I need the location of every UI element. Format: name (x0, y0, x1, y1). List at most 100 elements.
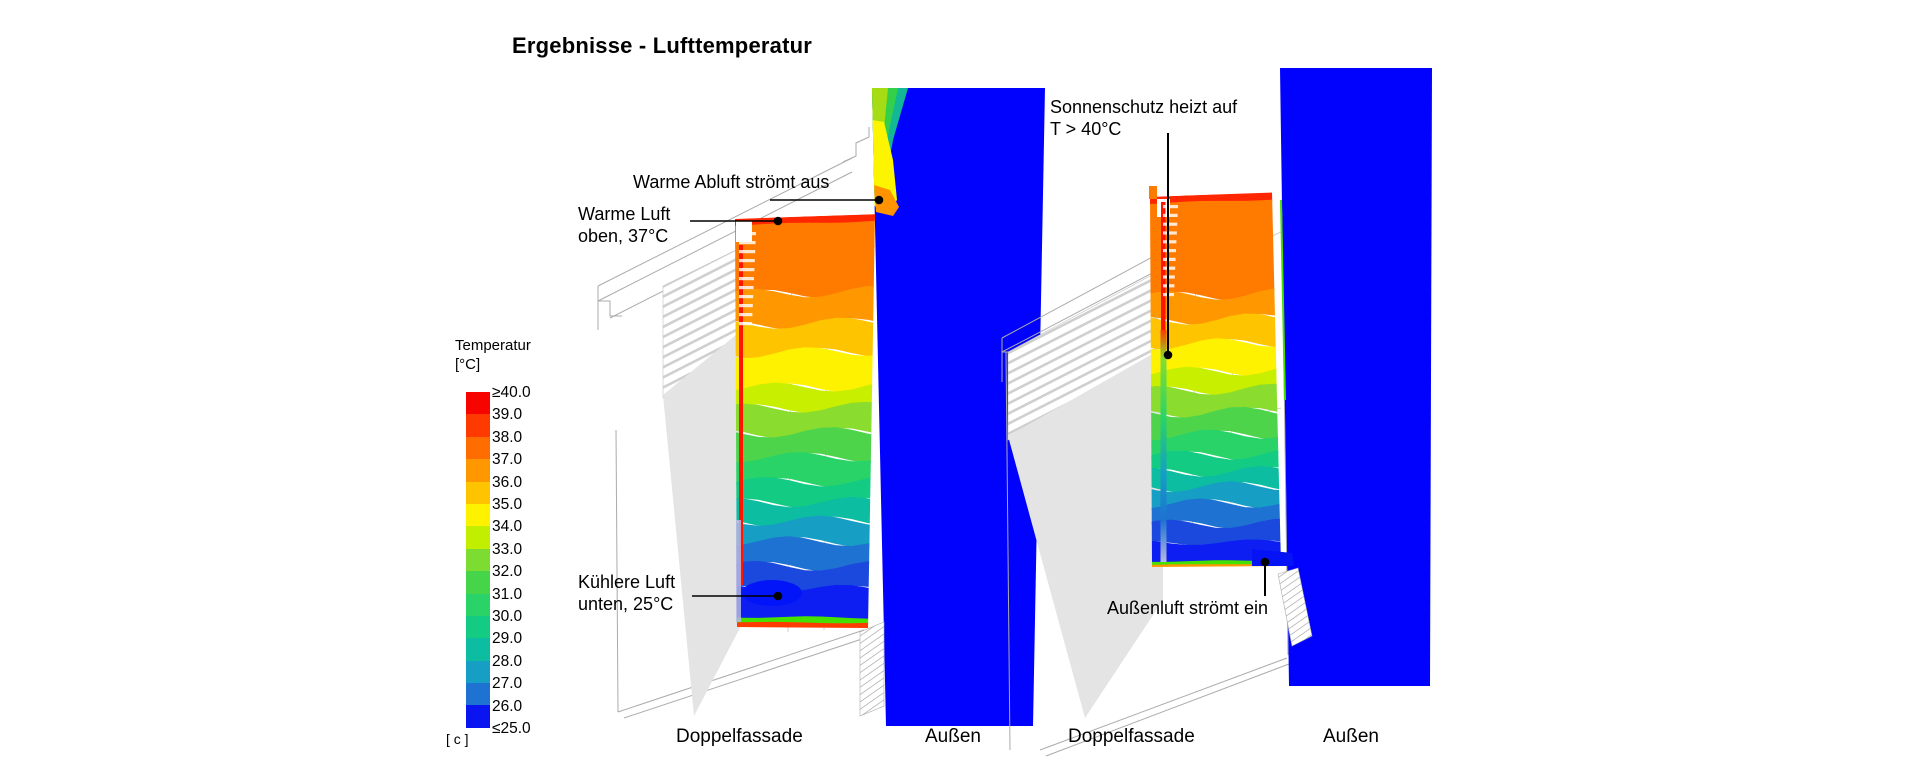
annotation-kuehlere-luft-line1: Kühlere Luft (578, 572, 676, 592)
annotation-sonnenschutz-line1: Sonnenschutz heizt auf (1050, 97, 1238, 117)
right-sunshade-gradient (1160, 330, 1167, 562)
annotation-sonnenschutz-line2: T > 40°C (1050, 119, 1122, 139)
teethL-tip-6 (739, 286, 754, 290)
teethL-tip-1 (739, 241, 756, 245)
right-band-1 (1150, 198, 1281, 301)
left-band-10 (735, 496, 875, 527)
legend-tick-0: ≥40.0 (492, 384, 531, 401)
dot-kuehlere-luft (773, 591, 783, 601)
right-temperature-field (1150, 192, 1281, 567)
annotation-kuehlere-luft: Kühlere Luft unten, 25°C (578, 571, 675, 615)
dot-warme-luft (773, 216, 783, 226)
right-glass-pane (1008, 348, 1163, 718)
annotation-warme-luft-line2: oben, 37°C (578, 226, 669, 246)
left-pane-edge (736, 520, 741, 622)
legend-segment-5 (466, 503, 490, 527)
right-band-6 (1150, 383, 1281, 419)
annotation-warme-abluft: Warme Abluft strömt aus (633, 172, 830, 192)
teethR-tip-6 (1163, 257, 1176, 261)
left-band-12 (735, 536, 875, 572)
legend-segment-13 (466, 683, 490, 706)
teethR-tip-3 (1163, 231, 1177, 235)
annotation-sonnenschutz: Sonnenschutz heizt auf T > 40°C (1050, 96, 1237, 140)
left-temperature-field (735, 214, 875, 628)
legend-segment-0 (466, 392, 490, 415)
teethR-tip-2 (1163, 222, 1178, 226)
legend-segment-1 (466, 414, 490, 437)
right-band-9 (1150, 448, 1281, 478)
legend-segment-7 (466, 548, 490, 572)
legend-tick-14: 26.0 (492, 697, 523, 715)
left-label-doppelfassade: Doppelfassade (676, 726, 803, 747)
legend-tick-13: 27.0 (492, 675, 523, 693)
left-slat-tips (739, 232, 756, 326)
dot-sonnenschutz (1163, 350, 1173, 360)
teethL-tip-0 (739, 232, 756, 236)
teethR-tip-4 (1163, 240, 1177, 244)
left-band-0 (735, 214, 875, 228)
legend-tick-11: 29.0 (492, 630, 523, 648)
right-leaders (1163, 133, 1270, 596)
left-cool-air-pocket (742, 580, 802, 606)
right-band-12 (1150, 498, 1281, 529)
left-outside-region (872, 88, 1045, 726)
legend-tick-6: 34.0 (492, 518, 523, 536)
teethR-tip-7 (1163, 266, 1176, 270)
left-field-overlays (736, 221, 802, 622)
teethL-tip-2 (739, 250, 756, 254)
left-glass-pane (663, 330, 742, 716)
right-band-10 (1150, 466, 1281, 493)
left-leaders (690, 195, 884, 601)
dot-warme-abluft (874, 195, 884, 205)
left-label-aussen: Außen (925, 726, 981, 747)
legend-segment-11 (466, 638, 490, 661)
annotation-kuehlere-luft-line2: unten, 25°C (578, 594, 674, 614)
teethL-tip-9 (739, 313, 753, 317)
left-band-7 (735, 427, 875, 464)
right-label-aussen: Außen (1323, 726, 1379, 747)
left-exhaust-plume (872, 88, 908, 216)
legend-tick-1: 39.0 (492, 406, 523, 424)
legend-corner-note: [ c ] (446, 731, 469, 747)
right-band-2 (1150, 288, 1281, 326)
dot-aussenluft (1260, 557, 1270, 567)
legend-tick-10: 30.0 (492, 608, 523, 625)
left-outlet-notch (736, 221, 752, 242)
legend-tick-labels: ≥40.0 39.0 38.0 37.0 36.0 35.0 34.0 33.0 32.0 31.… (492, 384, 552, 744)
legend-segment-2 (466, 436, 490, 460)
left-band-1 (735, 220, 875, 299)
legend-tick-15: ≤25.0 (492, 720, 531, 737)
annotation-aussenluft: Außenluft strömt ein (1107, 598, 1269, 618)
legend-title: Temperatur (455, 337, 531, 354)
legend-colorbar (466, 392, 490, 728)
legend-tick-5: 35.0 (492, 496, 523, 513)
right-band-8 (1150, 429, 1281, 462)
left-band-3 (735, 317, 875, 359)
legend-segment-6 (466, 526, 490, 549)
legend-tick-8: 32.0 (492, 563, 523, 581)
legend-tick-3: 37.0 (492, 451, 523, 469)
legend-segment-12 (466, 660, 490, 684)
teethL-tip-7 (739, 295, 754, 299)
legend-segment-10 (466, 615, 490, 639)
right-outside-region (1280, 68, 1432, 686)
left-band-6 (735, 401, 875, 439)
right-band-0 (1150, 192, 1281, 206)
teethL-tip-4 (739, 268, 755, 272)
legend-segment-14 (466, 705, 490, 728)
page-title: Ergebnisse - Lufttemperatur (512, 33, 813, 58)
left-view (597, 88, 1045, 726)
right-sill-hatch (1277, 567, 1313, 647)
legend-segment-3 (466, 459, 490, 482)
right-top-tab (1149, 186, 1157, 199)
legend-unit: [°C] (455, 356, 481, 373)
teethL-tip-5 (739, 277, 754, 281)
right-outside-edge-film (1280, 199, 1286, 401)
right-view (1001, 68, 1432, 757)
teethR-tip-0 (1163, 205, 1178, 209)
legend-tick-2: 38.0 (492, 428, 523, 446)
right-band-7 (1150, 406, 1281, 442)
legend-tick-12: 28.0 (492, 652, 523, 670)
legend-segment-8 (466, 571, 490, 594)
